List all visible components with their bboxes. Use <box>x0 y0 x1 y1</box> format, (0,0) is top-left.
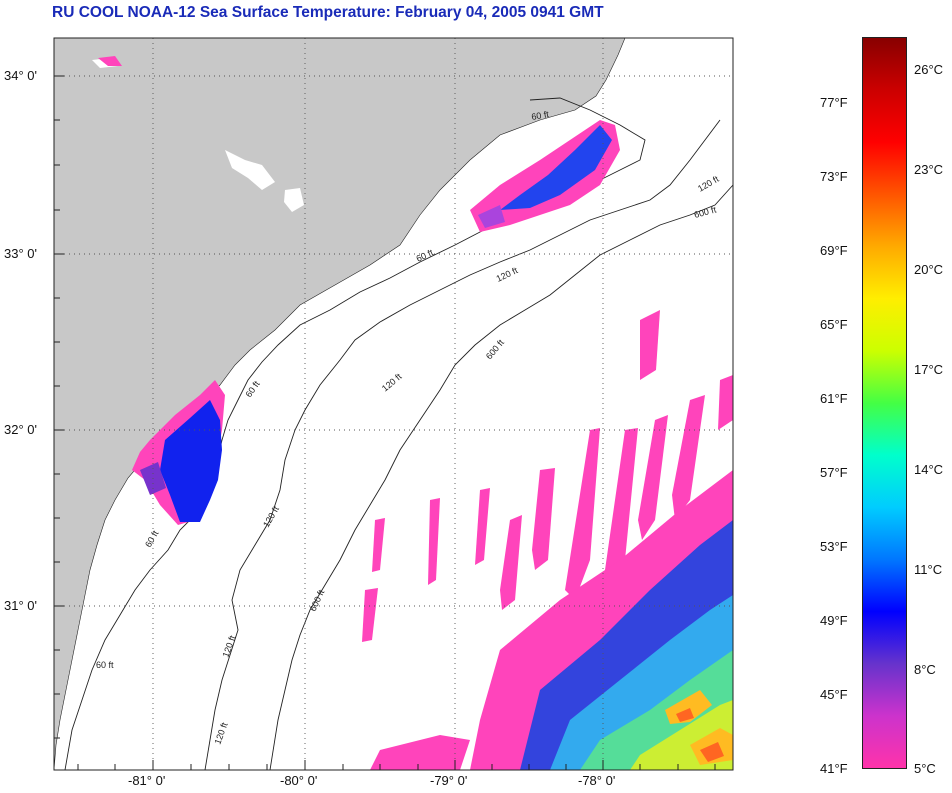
map-frame <box>53 37 734 771</box>
celsius-label: 8°C <box>914 662 936 677</box>
latitude-label: 34° 0' <box>4 68 37 83</box>
isobath-600ft <box>269 184 733 770</box>
map-title: RU COOL NOAA-12 Sea Surface Temperature:… <box>52 4 604 21</box>
longitude-label: -81° 0' <box>128 773 166 788</box>
latitude-label: 33° 0' <box>4 246 37 261</box>
land-mass <box>54 38 626 770</box>
inland-lake <box>225 150 275 190</box>
graticule <box>54 38 733 770</box>
celsius-label: 14°C <box>914 462 944 477</box>
isobath-label: 60 ft <box>531 109 550 122</box>
fahrenheit-label: 69°F <box>820 243 848 258</box>
latitude-label: 31° 0' <box>4 598 37 613</box>
longitude-label: -78° 0' <box>578 773 616 788</box>
inland-lake <box>284 188 304 212</box>
celsius-label: 5°C <box>914 761 936 776</box>
isobath-120ft <box>204 119 721 770</box>
celsius-label: 26°C <box>914 62 944 77</box>
celsius-label: 20°C <box>914 262 944 277</box>
fahrenheit-label: 45°F <box>820 687 848 702</box>
latitude-label: 32° 0' <box>4 422 37 437</box>
axis-ticks <box>54 75 716 770</box>
fahrenheit-label: 49°F <box>820 613 848 628</box>
fahrenheit-label: 57°F <box>820 465 848 480</box>
celsius-label: 23°C <box>914 162 944 177</box>
longitude-label: -80° 0' <box>280 773 318 788</box>
fahrenheit-label: 73°F <box>820 169 848 184</box>
sst-data-layer <box>98 56 733 770</box>
fahrenheit-label: 61°F <box>820 391 848 406</box>
celsius-label: 11°C <box>914 562 943 577</box>
temperature-colorbar <box>862 37 907 769</box>
fahrenheit-label: 65°F <box>820 317 848 332</box>
fahrenheit-label: 53°F <box>820 539 848 554</box>
celsius-label: 17°C <box>914 362 944 377</box>
longitude-label: -79° 0' <box>430 773 468 788</box>
fahrenheit-label: 77°F <box>820 95 848 110</box>
isobath-label: 60 ft <box>96 660 114 670</box>
fahrenheit-label: 41°F <box>820 761 848 776</box>
isobath-60ft <box>64 97 646 770</box>
